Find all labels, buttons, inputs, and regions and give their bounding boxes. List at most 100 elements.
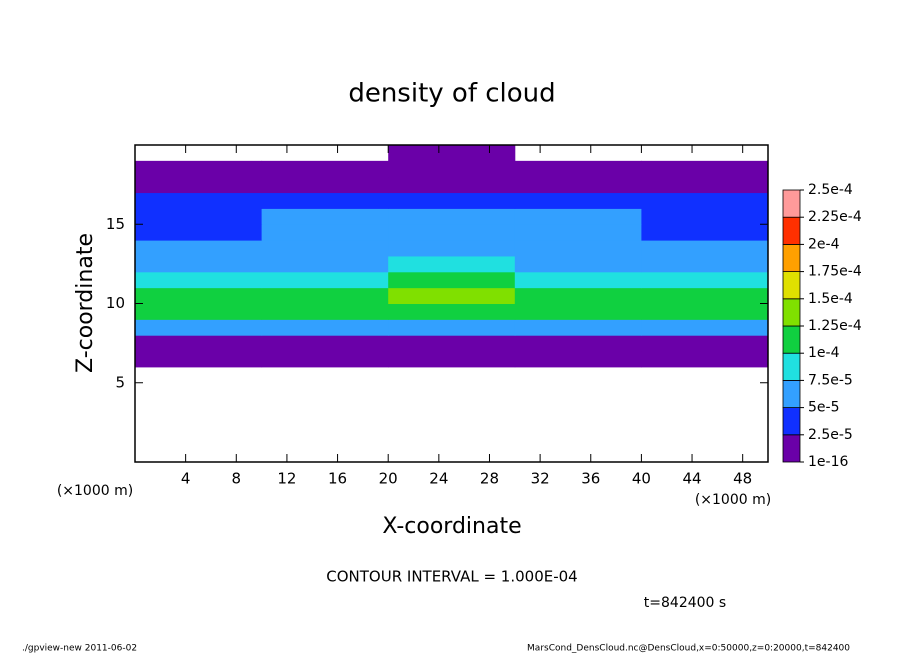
y-unit: (×1000 m) xyxy=(57,483,133,499)
x-tick-label: 44 xyxy=(682,470,701,488)
field xyxy=(135,145,769,368)
cell xyxy=(388,192,516,209)
cell xyxy=(261,271,389,289)
cell xyxy=(388,287,516,304)
x-unit: (×1000 m) xyxy=(695,492,771,508)
cell xyxy=(135,176,263,194)
cell xyxy=(388,319,516,336)
colorbar-band xyxy=(782,407,801,436)
cell xyxy=(514,271,642,289)
cell xyxy=(641,255,769,273)
cell xyxy=(261,160,389,178)
x-tick-label: 28 xyxy=(480,470,499,488)
cell xyxy=(514,176,642,194)
x-tick-label: 12 xyxy=(277,470,296,488)
colorbar-band xyxy=(782,352,801,381)
cell xyxy=(135,319,263,336)
colorbar-band xyxy=(782,379,801,408)
colorbar-label: 1.75e-4 xyxy=(808,264,862,280)
cell xyxy=(388,145,516,162)
colorbar-band xyxy=(782,189,801,218)
x-tick-label: 8 xyxy=(232,470,242,488)
cell xyxy=(261,303,389,320)
cell xyxy=(514,319,642,336)
cell xyxy=(135,160,263,178)
cell xyxy=(388,176,516,194)
cell xyxy=(261,224,389,241)
cell xyxy=(135,255,263,273)
cell xyxy=(514,255,642,273)
cell xyxy=(641,271,769,289)
cell xyxy=(261,192,389,209)
cell xyxy=(261,351,389,368)
colorbar-label: 2e-4 xyxy=(808,236,840,252)
x-tick-label: 32 xyxy=(531,470,550,488)
cell xyxy=(388,240,516,257)
cell xyxy=(135,208,263,225)
x-tick-label: 40 xyxy=(632,470,651,488)
time-label: t=842400 s xyxy=(644,595,726,611)
colorbar-label: 1.25e-4 xyxy=(808,318,862,334)
cell xyxy=(641,303,769,320)
cell xyxy=(261,335,389,352)
cell xyxy=(514,351,642,368)
cell xyxy=(135,287,263,304)
x-tick-label: 16 xyxy=(328,470,347,488)
cell xyxy=(135,351,263,368)
cell xyxy=(514,224,642,241)
colorbar-band xyxy=(782,434,801,463)
colorbar-band xyxy=(782,243,801,272)
colorbar-band xyxy=(782,298,801,327)
cell xyxy=(388,303,516,320)
contour-interval: CONTOUR INTERVAL = 1.000E-04 xyxy=(326,568,577,586)
cell xyxy=(514,192,642,209)
cell xyxy=(641,176,769,194)
cell xyxy=(261,208,389,225)
y-tick-label: 15 xyxy=(106,215,125,233)
colorbar-label: 2.5e-5 xyxy=(808,427,853,443)
chart-title: density of cloud xyxy=(348,79,555,109)
cell xyxy=(641,335,769,352)
cell xyxy=(261,287,389,304)
cell xyxy=(135,224,263,241)
colorbar-label: 1.5e-4 xyxy=(808,291,853,307)
colorbar-band xyxy=(782,216,801,245)
cell xyxy=(135,192,263,209)
cell xyxy=(261,240,389,257)
cell xyxy=(641,160,769,178)
x-tick-label: 24 xyxy=(429,470,448,488)
footer-right: MarsCond_DensCloud.nc@DensCloud,x=0:5000… xyxy=(527,644,850,654)
cell xyxy=(514,287,642,304)
colorbar-label: 2.5e-4 xyxy=(808,182,853,198)
y-tick-label: 5 xyxy=(115,373,125,391)
y-tick-label: 10 xyxy=(106,294,125,312)
colorbar-band xyxy=(782,325,801,354)
cell xyxy=(514,335,642,352)
cell xyxy=(388,208,516,225)
cell xyxy=(641,192,769,209)
cell xyxy=(514,208,642,225)
cell xyxy=(388,160,516,178)
cell xyxy=(135,240,263,257)
x-tick-label: 4 xyxy=(181,470,191,488)
x-tick-label: 48 xyxy=(733,470,752,488)
footer-left: ./gpview-new 2011-06-02 xyxy=(22,644,137,654)
cell xyxy=(641,351,769,368)
colorbar-band xyxy=(782,271,801,300)
cell xyxy=(388,351,516,368)
cell xyxy=(388,224,516,241)
cell xyxy=(514,240,642,257)
cell xyxy=(641,208,769,225)
y-axis-label: Z-coordinate xyxy=(73,233,98,373)
colorbar-label: 1e-16 xyxy=(808,454,848,470)
cell xyxy=(388,255,516,273)
x-tick-label: 36 xyxy=(581,470,600,488)
x-tick-label: 20 xyxy=(379,470,398,488)
cell xyxy=(261,255,389,273)
cell xyxy=(135,271,263,289)
cell xyxy=(641,287,769,304)
cell xyxy=(261,176,389,194)
cell xyxy=(388,271,516,289)
x-axis-label: X-coordinate xyxy=(382,514,521,539)
